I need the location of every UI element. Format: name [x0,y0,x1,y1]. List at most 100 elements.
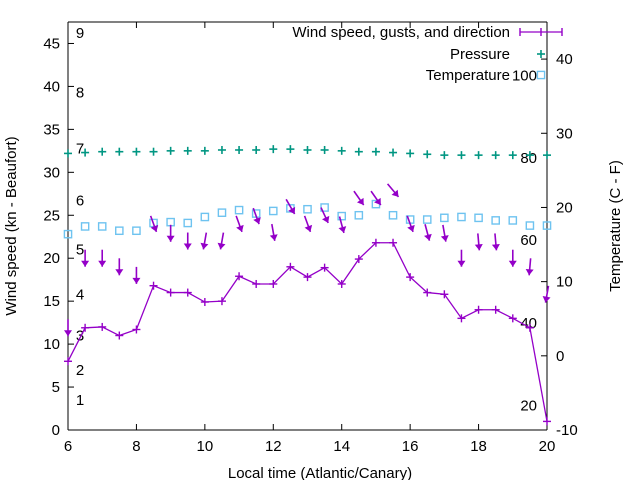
gust-arrow-head [440,235,449,242]
beaufort-label: 1 [76,392,84,409]
gust-arrow-head [474,244,483,251]
gust-arrow [285,198,296,215]
gust-arrow-head [424,233,432,241]
pressure-series [64,145,551,160]
chart-legend: Wind speed, gusts, and direction Pressure… [292,24,563,84]
legend-label-wind: Wind speed, gusts, and direction [292,24,510,41]
temperature-marker [200,212,210,222]
temperature-marker [508,216,518,225]
temperature-marker [474,213,483,223]
gust-arrow-head [508,260,517,267]
gust-arrow-head [166,235,175,242]
gust-arrow-head [115,269,124,276]
gust-arrow [457,249,466,267]
beaufort-label: 8 [76,84,84,101]
beaufort-label: 2 [76,362,84,379]
y-tick-label: 40 [43,78,60,95]
gust-arrow [115,258,124,276]
gust-arrow [269,223,278,241]
gust-arrow [320,207,330,224]
gust-arrow-head [304,224,313,232]
y-axis-title: Wind speed (kn - Beaufort) [3,136,20,315]
gust-arrow-head [457,260,466,267]
temperature-marker [80,222,90,231]
legend-label-temperature: Temperature [426,67,510,84]
beaufort-label: 9 [76,25,84,42]
gust-arrow-head [200,242,209,250]
fahrenheit-label: 20 [520,398,537,415]
beaufort-label: 6 [76,193,84,210]
gust-arrow [252,207,261,225]
gust-arrow-head [253,217,261,225]
temperature-marker [491,216,500,225]
gust-arrow-head [81,260,90,267]
gust-arrow [132,266,141,284]
y2-tick-label: 30 [556,125,573,142]
gust-arrow [424,224,432,241]
temperature-marker [388,210,398,220]
y-axis-ticks: 0 5 10 15 20 25 30 35 40 45 [43,35,74,439]
fahrenheit-label: 80 [520,150,537,167]
temperature-marker [63,229,73,239]
gust-arrow [491,233,500,251]
temperature-marker [303,204,312,214]
gust-arrow [98,249,107,267]
gust-arrow [474,233,483,251]
gust-arrow [370,190,382,206]
gust-arrow-head [525,268,534,276]
y-tick-label: 30 [43,164,60,181]
temperature-marker [234,205,244,215]
x-tick-label: 12 [265,438,282,455]
temperature-marker [132,226,141,236]
gust-arrow [235,215,244,233]
temperature-marker [268,206,278,216]
y2-axis-title: Temperature (C - F) [607,160,624,292]
temperature-series [63,199,552,239]
temperature-marker [440,213,449,223]
gust-arrow-head [407,224,415,232]
y2-tick-label: 10 [556,274,573,291]
gust-arrow-head [322,215,330,223]
gust-arrow [338,216,347,234]
beaufort-label: 4 [76,286,84,303]
x-tick-label: 10 [197,438,214,455]
gust-arrow [217,232,226,250]
gust-arrow [149,215,159,233]
x-tick-label: 8 [132,438,140,455]
fahrenheit-label: 60 [520,232,537,249]
gust-arrow-head [98,260,107,267]
temperature-marker [422,215,432,224]
gust-arrow [183,232,192,250]
legend-label-pressure: Pressure [450,46,510,63]
fahrenheit-label: 100 [512,67,537,84]
gust-arrow [166,224,175,242]
y2-tick-label: 0 [556,348,564,365]
beaufort-label: 5 [76,242,84,259]
y-tick-label: 5 [52,379,60,396]
temperature-marker [337,211,347,221]
temperature-marker [542,221,552,230]
x-tick-label: 14 [333,438,350,455]
temperature-marker [525,221,535,230]
legend-sample-temperature [536,70,546,80]
y-tick-label: 10 [43,336,60,353]
gust-arrow [440,224,449,242]
beaufort-label: 3 [76,328,84,345]
y-tick-label: 0 [52,422,60,439]
temperature-marker [183,218,193,228]
gust-arrow [353,190,365,206]
y2-axis-ticks: -10 0 10 20 30 40 [541,51,578,439]
y-tick-label: 35 [43,121,60,138]
temperature-marker [217,208,227,217]
temperature-marker [354,210,364,220]
gust-arrow [303,215,313,233]
gust-arrow-head [236,224,244,232]
gust-arrow [386,183,400,198]
gust-arrow-head [64,330,72,337]
x-tick-label: 20 [539,438,556,455]
x-axis-ticks: 6 8 10 12 14 16 18 20 [64,22,556,455]
gust-arrow [525,258,534,276]
